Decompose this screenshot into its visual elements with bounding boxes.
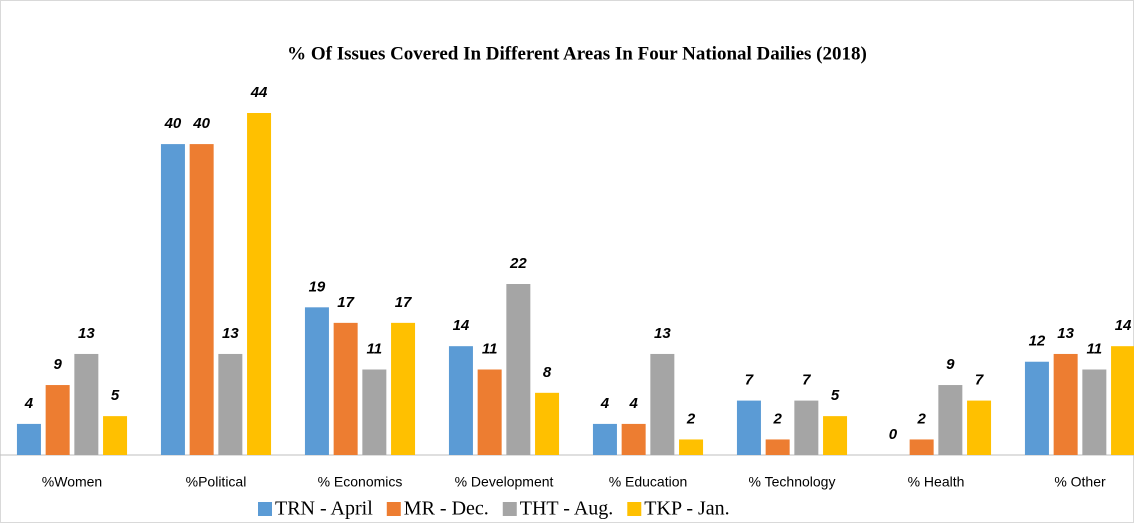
data-label: 11 <box>367 340 383 357</box>
data-label: 11 <box>1087 340 1103 357</box>
legend-label: TRN - April <box>275 498 373 520</box>
x-tick-label: %Political <box>186 474 247 490</box>
bar <box>218 353 243 455</box>
data-label: 9 <box>946 356 955 373</box>
bar <box>621 423 646 455</box>
data-label: 13 <box>1057 325 1074 342</box>
data-label: 5 <box>111 387 120 404</box>
bar <box>765 439 790 455</box>
data-label: 9 <box>53 356 62 373</box>
data-label: 2 <box>772 410 782 427</box>
bar <box>103 416 128 455</box>
data-label: 40 <box>164 115 182 132</box>
bar <box>535 392 560 455</box>
bar <box>304 307 329 455</box>
data-label: 2 <box>916 410 926 427</box>
chart-title: % Of Issues Covered In Different Areas I… <box>287 43 867 64</box>
x-tick-label: % Technology <box>749 474 836 490</box>
legend-swatch <box>386 502 401 516</box>
x-tick-label: % Economics <box>318 474 403 490</box>
data-label: 7 <box>745 372 754 389</box>
x-tick-label: % Development <box>455 474 554 490</box>
bar <box>247 113 272 455</box>
bar <box>592 423 617 455</box>
data-label: 40 <box>192 115 210 132</box>
bar <box>74 353 99 455</box>
data-label: 14 <box>1115 317 1132 334</box>
data-label: 13 <box>222 325 239 342</box>
bar <box>506 284 531 455</box>
data-label: 44 <box>250 84 268 101</box>
data-label: 2 <box>686 410 696 427</box>
data-label: 22 <box>509 255 527 272</box>
legend-label: TKP - Jan. <box>644 498 729 520</box>
legend-swatch <box>502 502 517 516</box>
data-label: 5 <box>831 387 840 404</box>
legend-swatch <box>627 502 642 516</box>
data-label: 4 <box>600 395 610 412</box>
data-label: 4 <box>24 395 34 412</box>
data-label: 11 <box>482 340 498 357</box>
data-label: 8 <box>543 364 552 381</box>
bar <box>938 385 963 455</box>
bar <box>362 369 387 455</box>
legend-label: THT - Aug. <box>520 498 614 520</box>
data-label: 13 <box>654 325 671 342</box>
bar <box>967 400 992 455</box>
bar <box>794 400 819 455</box>
bar <box>333 322 358 455</box>
data-label: 19 <box>309 278 326 295</box>
bar <box>1024 361 1049 455</box>
legend-label: MR - Dec. <box>404 498 489 520</box>
data-label: 17 <box>337 294 354 311</box>
x-tick-label: % Other <box>1054 474 1106 490</box>
bar <box>189 144 214 455</box>
data-label: 4 <box>628 395 638 412</box>
bar <box>679 439 704 455</box>
bar <box>1111 346 1134 455</box>
legend-swatch <box>258 502 272 516</box>
bar <box>823 416 848 455</box>
bar <box>45 385 70 455</box>
data-label: 7 <box>802 372 811 389</box>
data-label: 14 <box>453 317 470 334</box>
bar <box>160 144 185 455</box>
x-tick-label: %Women <box>42 474 102 490</box>
bar <box>909 439 934 455</box>
data-label: 7 <box>975 372 984 389</box>
data-label: 12 <box>1029 333 1046 350</box>
x-tick-label: % Health <box>908 474 965 490</box>
bar <box>16 423 41 455</box>
data-label: 17 <box>395 294 412 311</box>
bar <box>448 346 473 455</box>
data-label: 13 <box>78 325 95 342</box>
data-label: 0 <box>889 426 898 443</box>
x-tick-label: % Education <box>609 474 688 490</box>
bar <box>391 322 416 455</box>
bar <box>1053 353 1078 455</box>
bar <box>477 369 502 455</box>
bar <box>1082 369 1107 455</box>
bar <box>650 353 675 455</box>
bar <box>736 400 761 455</box>
